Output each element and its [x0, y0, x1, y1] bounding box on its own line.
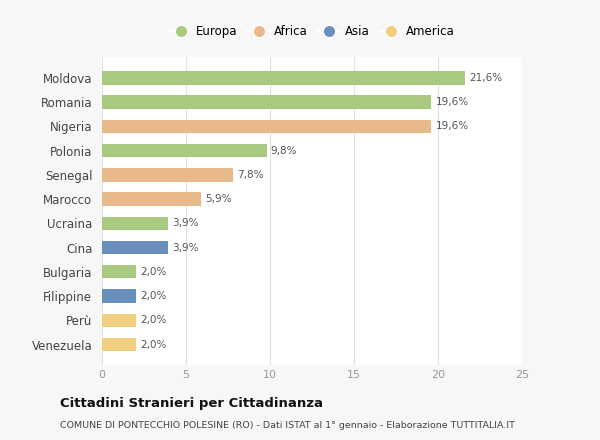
Bar — [102, 290, 136, 303]
Text: 2,0%: 2,0% — [140, 340, 166, 349]
Bar — [102, 95, 431, 109]
Text: 2,0%: 2,0% — [140, 315, 166, 325]
Text: 19,6%: 19,6% — [436, 121, 469, 132]
Bar — [102, 192, 201, 206]
Text: Cittadini Stranieri per Cittadinanza: Cittadini Stranieri per Cittadinanza — [60, 397, 323, 410]
Bar — [102, 168, 233, 182]
Bar — [102, 338, 136, 351]
Text: 5,9%: 5,9% — [205, 194, 232, 204]
Text: COMUNE DI PONTECCHIO POLESINE (RO) - Dati ISTAT al 1° gennaio - Elaborazione TUT: COMUNE DI PONTECCHIO POLESINE (RO) - Dat… — [60, 421, 515, 430]
Bar — [102, 265, 136, 279]
Bar — [102, 216, 167, 230]
Bar — [102, 144, 266, 157]
Text: 2,0%: 2,0% — [140, 267, 166, 277]
Text: 2,0%: 2,0% — [140, 291, 166, 301]
Text: 19,6%: 19,6% — [436, 97, 469, 107]
Text: 9,8%: 9,8% — [271, 146, 298, 156]
Text: 21,6%: 21,6% — [469, 73, 502, 83]
Bar — [102, 314, 136, 327]
Bar — [102, 71, 465, 84]
Text: 7,8%: 7,8% — [237, 170, 264, 180]
Bar — [102, 120, 431, 133]
Text: 3,9%: 3,9% — [172, 218, 198, 228]
Text: 3,9%: 3,9% — [172, 242, 198, 253]
Legend: Europa, Africa, Asia, America: Europa, Africa, Asia, America — [164, 20, 460, 42]
Bar — [102, 241, 167, 254]
